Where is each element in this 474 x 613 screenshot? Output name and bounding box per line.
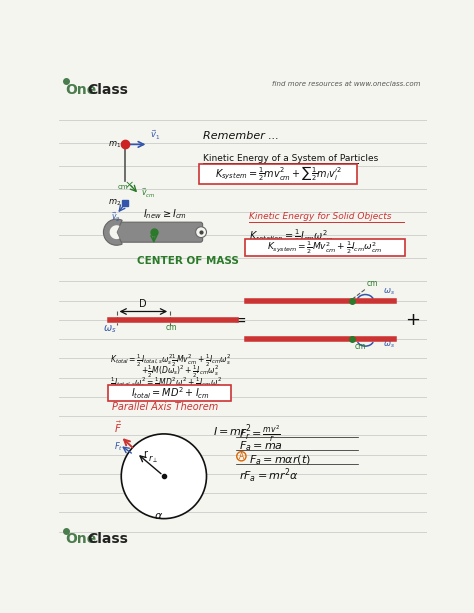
Text: Class: Class bbox=[87, 533, 128, 546]
Text: $K_{system}=\frac{1}{2}Mv_{cm}^2+\frac{1}{2}I_{cm}\omega_{cm}^2$: $K_{system}=\frac{1}{2}Mv_{cm}^2+\frac{1… bbox=[267, 239, 383, 256]
Text: cm: cm bbox=[118, 185, 128, 191]
Wedge shape bbox=[103, 219, 122, 245]
Text: $\times$: $\times$ bbox=[124, 180, 133, 190]
Text: r: r bbox=[143, 449, 147, 459]
Text: cm: cm bbox=[165, 323, 177, 332]
Text: cm: cm bbox=[355, 341, 366, 351]
Wedge shape bbox=[109, 225, 119, 239]
Text: $\frac{1}{2}I_{total,s}\omega_s^2=\frac{1}{2}MD^2\omega_s^2+\frac{1}{2}I_{cm}\om: $\frac{1}{2}I_{total,s}\omega_s^2=\frac{… bbox=[109, 375, 222, 392]
Text: =: = bbox=[234, 313, 246, 327]
Text: Parallel Axis Theorem: Parallel Axis Theorem bbox=[112, 402, 218, 413]
Text: $\vec{F}$: $\vec{F}$ bbox=[113, 419, 122, 435]
Text: $m_2$: $m_2$ bbox=[108, 197, 121, 208]
Circle shape bbox=[196, 227, 207, 238]
Text: $I_{new}\geq I_{cm}$: $I_{new}\geq I_{cm}$ bbox=[143, 208, 187, 221]
Text: $\omega_s$: $\omega_s$ bbox=[383, 339, 395, 349]
FancyBboxPatch shape bbox=[245, 239, 405, 256]
Text: $K_{rotation}=\frac{1}{2}I_{cm}\omega_{cm}^2$: $K_{rotation}=\frac{1}{2}I_{cm}\omega_{c… bbox=[249, 227, 334, 246]
Text: $I=mr^2$: $I=mr^2$ bbox=[213, 422, 252, 439]
Text: $r_\perp$: $r_\perp$ bbox=[147, 453, 158, 465]
Text: Kinetic Energy of a System of Particles: Kinetic Energy of a System of Particles bbox=[202, 154, 378, 162]
Text: Class: Class bbox=[87, 83, 128, 97]
Text: $rF_a=mr^2\alpha$: $rF_a=mr^2\alpha$ bbox=[239, 466, 299, 485]
Text: $\alpha$: $\alpha$ bbox=[154, 511, 163, 521]
Text: A: A bbox=[239, 452, 244, 461]
Text: $\omega_s$: $\omega_s$ bbox=[103, 323, 117, 335]
Text: $F_r=\frac{mv^2}{r}$: $F_r=\frac{mv^2}{r}$ bbox=[239, 425, 281, 444]
Text: $m_1$: $m_1$ bbox=[108, 139, 121, 150]
Text: find more resources at www.oneclass.com: find more resources at www.oneclass.com bbox=[272, 82, 420, 87]
Text: $+\frac{1}{2}M(D\omega_s)^2+\frac{1}{2}I_{cm}\omega_s^2$: $+\frac{1}{2}M(D\omega_s)^2+\frac{1}{2}I… bbox=[141, 364, 219, 380]
Text: $\vec{v}_{cm}$: $\vec{v}_{cm}$ bbox=[141, 186, 155, 200]
Text: Kinetic Energy for Solid Objects: Kinetic Energy for Solid Objects bbox=[249, 211, 392, 221]
Text: $\omega_s$: $\omega_s$ bbox=[383, 286, 395, 297]
Text: $F_t$: $F_t$ bbox=[113, 441, 123, 453]
Text: D: D bbox=[139, 299, 147, 309]
Circle shape bbox=[121, 434, 207, 519]
FancyBboxPatch shape bbox=[108, 386, 231, 401]
Text: CENTER OF MASS: CENTER OF MASS bbox=[137, 256, 238, 266]
Text: $\vec{v}_1$: $\vec{v}_1$ bbox=[150, 129, 160, 142]
Text: $K_{total}=\frac{1}{2}I_{total,s}\omega_s^2\frac{1}{2}Mv_{cm}^2+\frac{1}{2}I_{cm: $K_{total}=\frac{1}{2}I_{total,s}\omega_… bbox=[109, 352, 231, 368]
Text: Remember ...: Remember ... bbox=[202, 131, 279, 142]
FancyBboxPatch shape bbox=[113, 222, 202, 242]
Text: $K_{system}=\frac{1}{2}mv_{cm}^2+\sum\frac{1}{2}m_i v_i^{\prime 2}$: $K_{system}=\frac{1}{2}mv_{cm}^2+\sum\fr… bbox=[215, 164, 342, 183]
Text: One: One bbox=[65, 83, 97, 97]
Text: cm: cm bbox=[367, 279, 378, 287]
Text: +: + bbox=[405, 311, 420, 329]
Text: $I_{total}=MD^2+I_{cm}$: $I_{total}=MD^2+I_{cm}$ bbox=[131, 386, 210, 401]
Text: $F_a=ma$: $F_a=ma$ bbox=[239, 440, 283, 453]
Text: One: One bbox=[65, 533, 97, 546]
FancyBboxPatch shape bbox=[199, 164, 357, 184]
Text: $F_a=m\alpha r(t)$: $F_a=m\alpha r(t)$ bbox=[249, 453, 311, 466]
Text: $\vec{v}_2$: $\vec{v}_2$ bbox=[111, 211, 121, 224]
